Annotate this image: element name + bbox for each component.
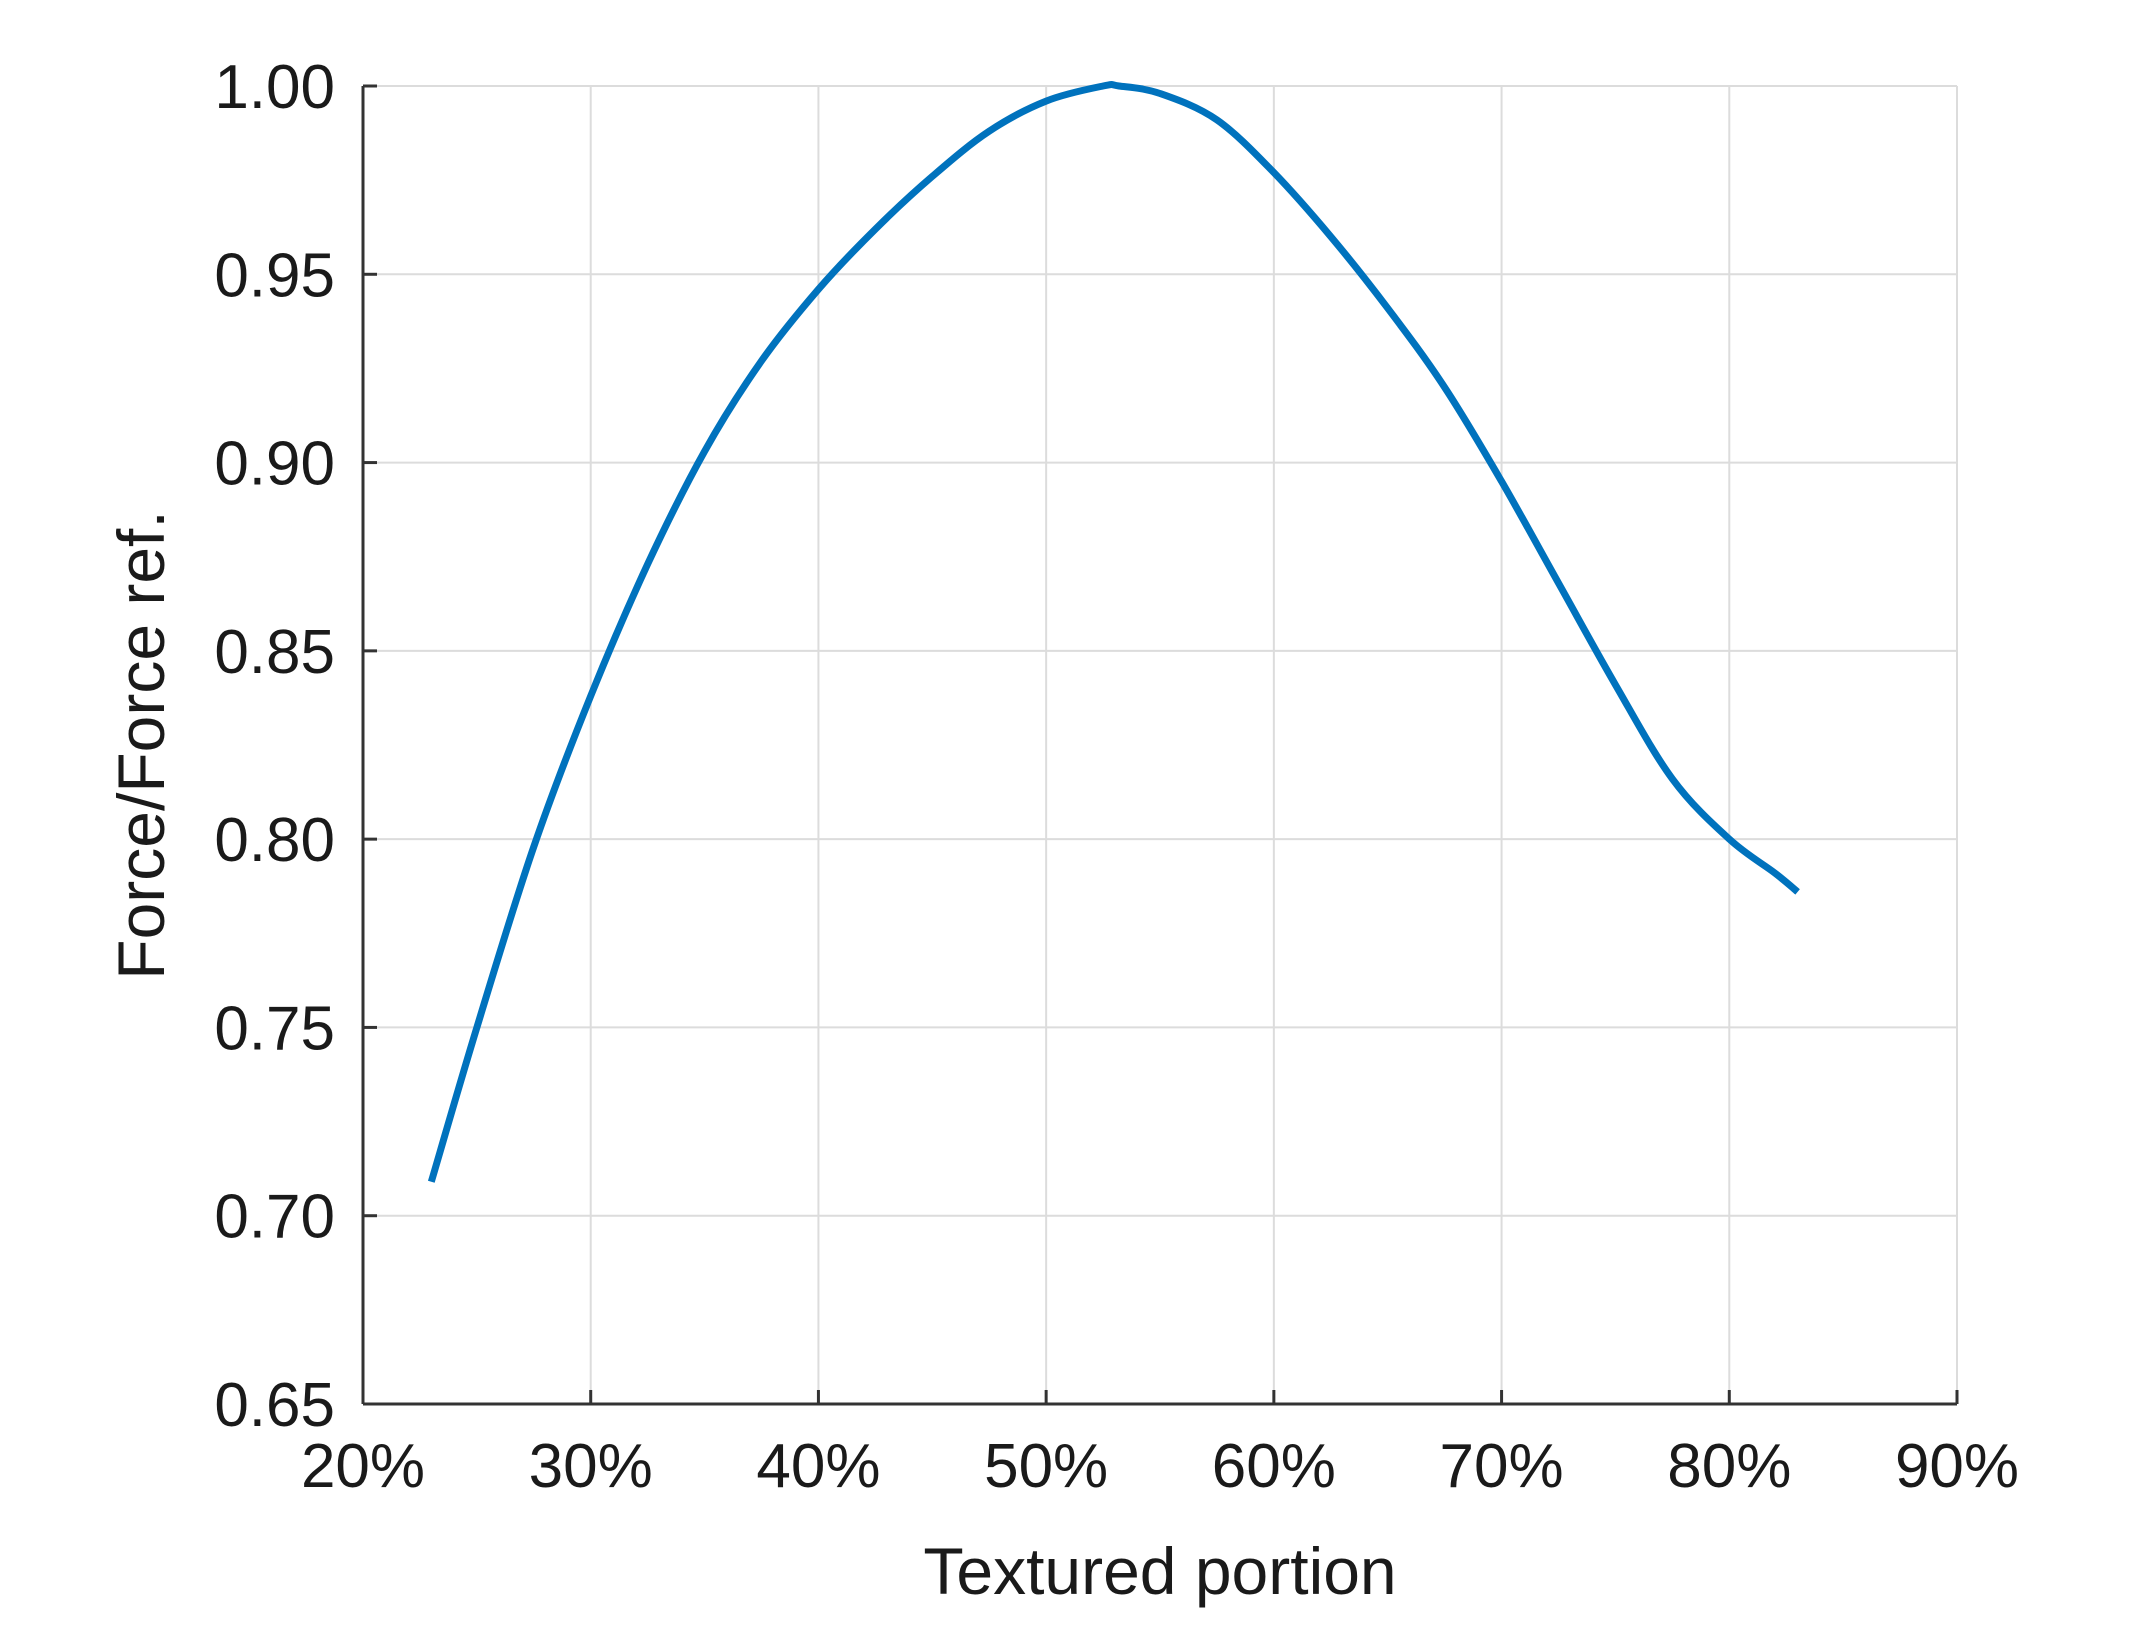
y-tick-label: 0.95	[214, 241, 335, 310]
plot-area	[363, 86, 1957, 1404]
y-tick-label: 0.90	[214, 430, 335, 499]
x-tick-label: 50%	[984, 1432, 1108, 1501]
y-tick-label: 0.65	[214, 1371, 335, 1440]
x-axis-tick-labels: 20% 30% 40% 50% 60% 70% 80% 90%	[301, 1432, 2019, 1501]
y-axis-tick-labels: 0.65 0.70 0.75 0.80 0.85 0.90 0.95 1.00	[214, 53, 335, 1440]
grid-lines	[362, 85, 1958, 1405]
x-tick-label: 90%	[1895, 1432, 2019, 1501]
x-tick-label: 40%	[756, 1432, 880, 1501]
x-tick-label: 80%	[1667, 1432, 1791, 1501]
y-tick-label: 0.70	[214, 1183, 335, 1252]
y-axis-title: Force/Force ref.	[104, 510, 178, 979]
x-tick-label: 60%	[1212, 1432, 1336, 1501]
series-line	[427, 81, 1800, 1183]
x-tick-label: 70%	[1440, 1432, 1564, 1501]
axes	[361, 84, 1959, 1406]
x-tick-label: 30%	[529, 1432, 653, 1501]
y-tick-label: 0.85	[214, 618, 335, 687]
y-tick-label: 0.80	[214, 806, 335, 875]
y-tick-label: 0.75	[214, 994, 335, 1063]
y-tick-label: 1.00	[214, 53, 335, 122]
series-layer	[427, 81, 1800, 1183]
x-tick-label: 20%	[301, 1432, 425, 1501]
x-axis-title: Textured portion	[923, 1534, 1396, 1608]
